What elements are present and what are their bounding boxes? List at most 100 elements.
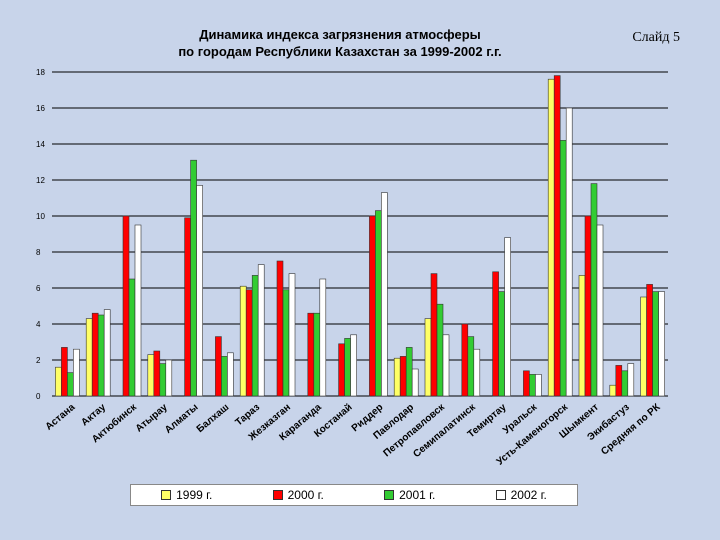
bar [442, 334, 450, 397]
bar [288, 273, 296, 397]
bar [584, 215, 592, 397]
bar [640, 296, 647, 397]
bar [55, 366, 62, 397]
bar [122, 215, 130, 397]
bar [282, 289, 290, 397]
bar [257, 264, 265, 397]
y-tick-label: 4 [36, 320, 41, 329]
bar [147, 354, 155, 397]
bar [424, 318, 432, 397]
bar [344, 338, 351, 397]
bar [369, 215, 376, 397]
slide-number-label: Слайд 5 [632, 30, 680, 45]
legend-swatch [384, 490, 395, 500]
y-tick-label: 16 [36, 104, 45, 113]
bar [67, 372, 74, 397]
bar [467, 336, 475, 397]
bar [504, 237, 511, 397]
y-tick-label: 8 [36, 248, 41, 257]
bar [245, 289, 253, 397]
y-tick-label: 14 [36, 140, 45, 149]
bar [559, 140, 567, 397]
bar [73, 348, 80, 397]
legend-item: 1999 г. [161, 488, 212, 502]
bar [627, 363, 635, 397]
legend-swatch [161, 490, 172, 500]
bar [652, 291, 659, 397]
bar [609, 384, 617, 397]
bar [529, 374, 536, 397]
bar [190, 159, 197, 397]
legend-label: 1999 г. [176, 488, 213, 502]
bar [621, 370, 629, 397]
chart-title-line-2: по городам Республики Казахстан за 1999-… [178, 44, 502, 59]
bar [350, 334, 357, 397]
y-tick-label: 6 [36, 284, 41, 293]
bar [165, 359, 173, 397]
y-tick-label: 2 [36, 356, 41, 365]
bar [276, 260, 284, 397]
bar [553, 75, 561, 397]
bar [184, 217, 191, 397]
x-tick-label: Астана [44, 402, 78, 433]
bar [251, 275, 259, 397]
bar [436, 303, 444, 397]
x-tick-label: Балхаш [195, 402, 232, 435]
legend-label: 2002 г. [510, 488, 547, 502]
bar [338, 343, 345, 397]
x-tick-label: Алматы [163, 402, 201, 436]
bar [596, 224, 604, 397]
legend-label: 2001 г. [399, 488, 436, 502]
legend-item: 2001 г. [384, 488, 435, 502]
legend-item: 2002 г. [495, 488, 547, 502]
bar [646, 284, 653, 397]
bar [399, 356, 407, 397]
chart-legend: 1999 г. 2000 г. 2001 г. 2002 г. [130, 484, 578, 506]
bar [498, 291, 505, 397]
bar [159, 363, 167, 397]
bar [523, 370, 530, 397]
bar [128, 278, 136, 397]
bar [405, 347, 413, 397]
bar [61, 347, 68, 397]
bar [381, 192, 388, 397]
legend-swatch [495, 490, 506, 500]
bar [134, 224, 142, 397]
bar [590, 183, 598, 397]
y-tick-label: 18 [36, 68, 45, 77]
bar [535, 374, 542, 397]
bar [221, 356, 228, 397]
chart-title: Динамика индекса загрязнения атмосферы п… [0, 26, 680, 60]
bar [547, 78, 555, 397]
bar [91, 312, 99, 397]
bar [430, 273, 438, 397]
bar [307, 312, 315, 397]
bar [196, 185, 203, 397]
bar [215, 336, 222, 397]
legend-label: 2000 г. [287, 488, 324, 502]
bar [313, 312, 321, 397]
y-tick-label: 12 [36, 176, 45, 185]
bar [103, 309, 111, 397]
bar [411, 368, 419, 397]
bar [492, 271, 499, 397]
bar [393, 357, 401, 397]
bar [615, 365, 623, 397]
bar [578, 275, 586, 397]
bar [473, 348, 481, 397]
bar [658, 291, 665, 397]
legend-swatch [272, 490, 283, 500]
bar [97, 314, 105, 397]
y-tick-label: 0 [36, 392, 41, 401]
bar [239, 285, 247, 397]
legend-item: 2000 г. [272, 488, 324, 502]
bar [319, 278, 327, 397]
bar [375, 210, 382, 397]
bar [85, 318, 93, 397]
bar [227, 352, 234, 397]
bar [461, 323, 469, 397]
bar [153, 350, 161, 397]
y-tick-label: 10 [36, 212, 45, 221]
bar [565, 107, 573, 397]
